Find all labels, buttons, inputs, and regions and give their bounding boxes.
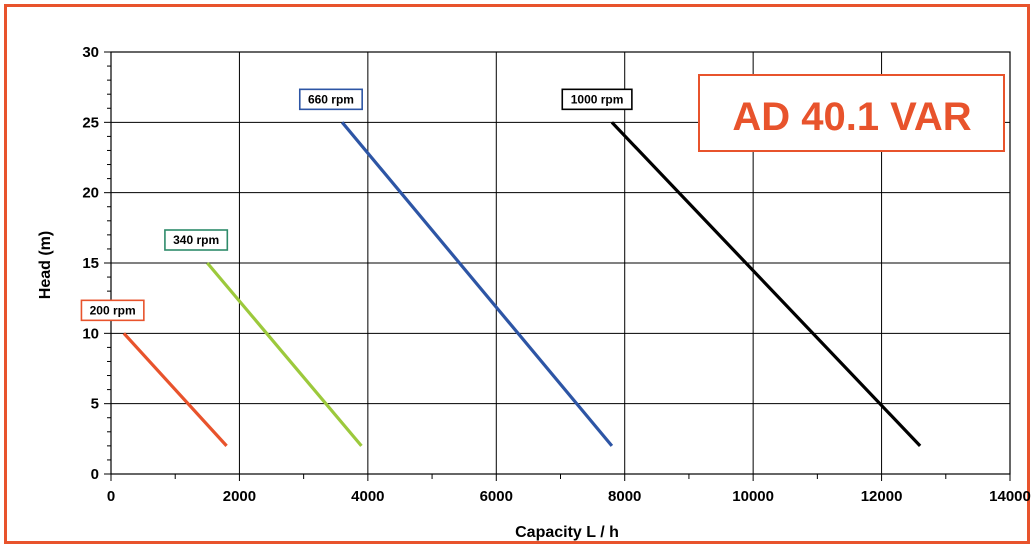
y-tick-label: 30 xyxy=(82,44,99,61)
x-axis-title: Capacity L / h xyxy=(515,524,619,541)
series-line-660-rpm xyxy=(342,122,612,446)
y-tick-label: 0 xyxy=(91,466,99,483)
chart-canvas: 0 2000 4000 6000 8000 10000 12000 1400005101520… xyxy=(7,7,1033,547)
series-label: 660 rpm xyxy=(308,92,354,106)
title-box: AD 40.1 VAR xyxy=(699,75,1004,151)
x-tick-label: 0 xyxy=(107,488,115,505)
y-tick-label: 25 xyxy=(82,114,99,131)
series-label: 1000 rpm xyxy=(571,92,624,106)
chart-title: AD 40.1 VAR xyxy=(732,95,971,139)
series-label: 200 rpm xyxy=(90,303,136,317)
y-tick-label: 10 xyxy=(82,325,99,342)
y-axis-title: Head (m) xyxy=(37,231,54,299)
series-labels: 200 rpm 340 rpm 660 rpm 1000 rpm xyxy=(81,89,631,320)
x-tick-label: 6000 xyxy=(480,488,513,505)
series-line-200-rpm xyxy=(124,333,227,446)
x-tick-label: 8000 xyxy=(608,488,641,505)
x-tick-label: 14000 xyxy=(989,488,1031,505)
x-tick-label: 4000 xyxy=(351,488,384,505)
series-lines xyxy=(124,122,920,446)
chart-frame: 0 2000 4000 6000 8000 10000 12000 14000 0 5 10 15 20… xyxy=(4,4,1030,544)
y-tick-label: 15 xyxy=(82,255,99,272)
x-tick-label: 12000 xyxy=(861,488,903,505)
x-tick-label: 2000 xyxy=(223,488,256,505)
y-tick-label: 5 xyxy=(91,396,99,413)
y-tick-label: 20 xyxy=(82,185,99,202)
x-tick-label: 10000 xyxy=(732,488,774,505)
series-line-1000-rpm xyxy=(612,122,920,446)
series-label: 340 rpm xyxy=(173,233,219,247)
series-line-340-rpm xyxy=(207,263,361,446)
